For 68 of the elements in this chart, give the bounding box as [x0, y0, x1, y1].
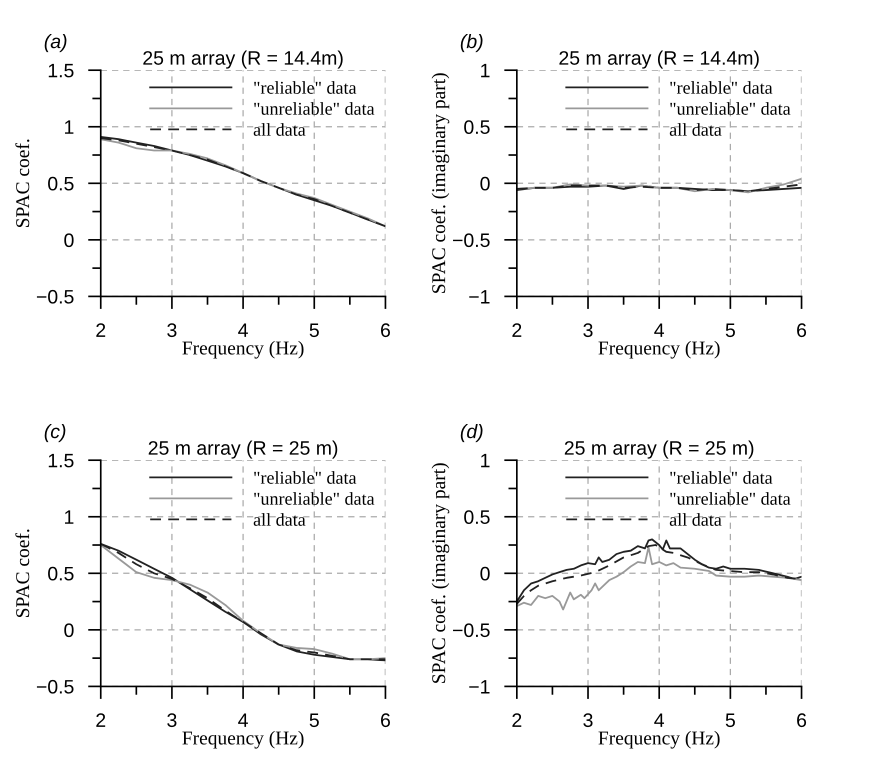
text: (c) — [44, 424, 66, 442]
y-tick-label: 0 — [64, 623, 74, 638]
legend-label: "unreliable" data — [670, 102, 790, 115]
legend-label: "reliable" data — [670, 81, 772, 94]
x-tick-label: 3 — [167, 713, 176, 728]
y-tick-label: 1.5 — [48, 64, 74, 78]
x-tick-label: 5 — [310, 324, 319, 338]
y-tick-label: −0.5 — [453, 233, 490, 248]
y-axis-title: SPAC coef. (imaginary part) — [431, 463, 450, 683]
y-tick-label: −1 — [469, 680, 490, 694]
x-axis-title: Frequency (Hz) — [182, 340, 304, 359]
y-tick-label: 0 — [480, 566, 490, 581]
x-tick-label: 6 — [797, 713, 806, 728]
legend-label: all data — [670, 123, 722, 136]
x-tick-label: 3 — [583, 713, 593, 728]
x-tick-label: 6 — [381, 323, 390, 338]
chart-title: 25 m array (R = 14.4m) — [559, 50, 759, 69]
legend-label: all data — [254, 513, 306, 526]
legend-label: all data — [670, 513, 722, 526]
x-tick-label: 4 — [238, 714, 248, 727]
x-axis-title: Frequency (Hz) — [598, 730, 720, 749]
y-tick-label: −0.5 — [36, 680, 74, 694]
x-tick-label: 2 — [512, 323, 522, 337]
x-tick-label: 6 — [381, 713, 390, 728]
x-tick-label: 5 — [726, 714, 735, 728]
x-tick-label: 4 — [654, 714, 664, 727]
chart-title: 25 m array (R = 25 m) — [564, 440, 754, 459]
y-tick-label: 1 — [481, 64, 490, 78]
y-tick-label: 1.5 — [48, 454, 74, 468]
y-axis-title: SPAC coef. — [15, 140, 30, 228]
legend-label: "reliable" data — [670, 471, 772, 484]
legend-label: all data — [254, 123, 306, 136]
y-tick-label: 0 — [480, 176, 490, 191]
x-tick-label: 2 — [96, 323, 106, 337]
y-tick-label: −1 — [469, 290, 490, 304]
x-axis-title: Frequency (Hz) — [182, 730, 304, 749]
text: (b) — [460, 34, 483, 52]
legend-label: "unreliable" data — [254, 102, 374, 115]
legend-label: "unreliable" data — [254, 492, 374, 505]
y-tick-label: 0 — [64, 233, 74, 248]
y-tick-label: 1 — [481, 454, 490, 468]
text: (a) — [44, 34, 66, 52]
x-tick-label: 6 — [797, 323, 806, 338]
y-tick-label: 0.5 — [464, 510, 490, 524]
y-tick-label: −0.5 — [36, 290, 74, 304]
y-tick-label: −0.5 — [453, 623, 490, 638]
y-axis-title: SPAC coef. — [15, 530, 30, 618]
x-tick-label: 3 — [583, 323, 593, 338]
chart-title: 25 m array (R = 14.4m) — [143, 50, 343, 69]
x-tick-label: 2 — [512, 713, 522, 727]
y-tick-label: 0.5 — [48, 176, 74, 191]
x-tick-label: 4 — [654, 324, 664, 337]
legend-label: "reliable" data — [254, 81, 356, 94]
y-axis-title: SPAC coef. (imaginary part) — [431, 73, 450, 293]
y-tick-label: 0.5 — [48, 566, 74, 581]
chart-title: 25 m array (R = 25 m) — [148, 440, 338, 459]
legend-label: "reliable" data — [254, 471, 356, 484]
x-tick-label: 2 — [96, 713, 106, 727]
y-tick-label: 0.5 — [464, 120, 490, 134]
y-tick-label: 1 — [65, 510, 74, 524]
y-tick-label: 1 — [65, 120, 74, 134]
x-tick-label: 5 — [726, 324, 735, 338]
x-axis-title: Frequency (Hz) — [598, 340, 720, 359]
x-tick-label: 5 — [310, 714, 319, 728]
x-tick-label: 3 — [167, 323, 176, 338]
legend-label: "unreliable" data — [670, 492, 790, 505]
x-tick-label: 4 — [238, 324, 248, 337]
text: (d) — [460, 424, 483, 442]
